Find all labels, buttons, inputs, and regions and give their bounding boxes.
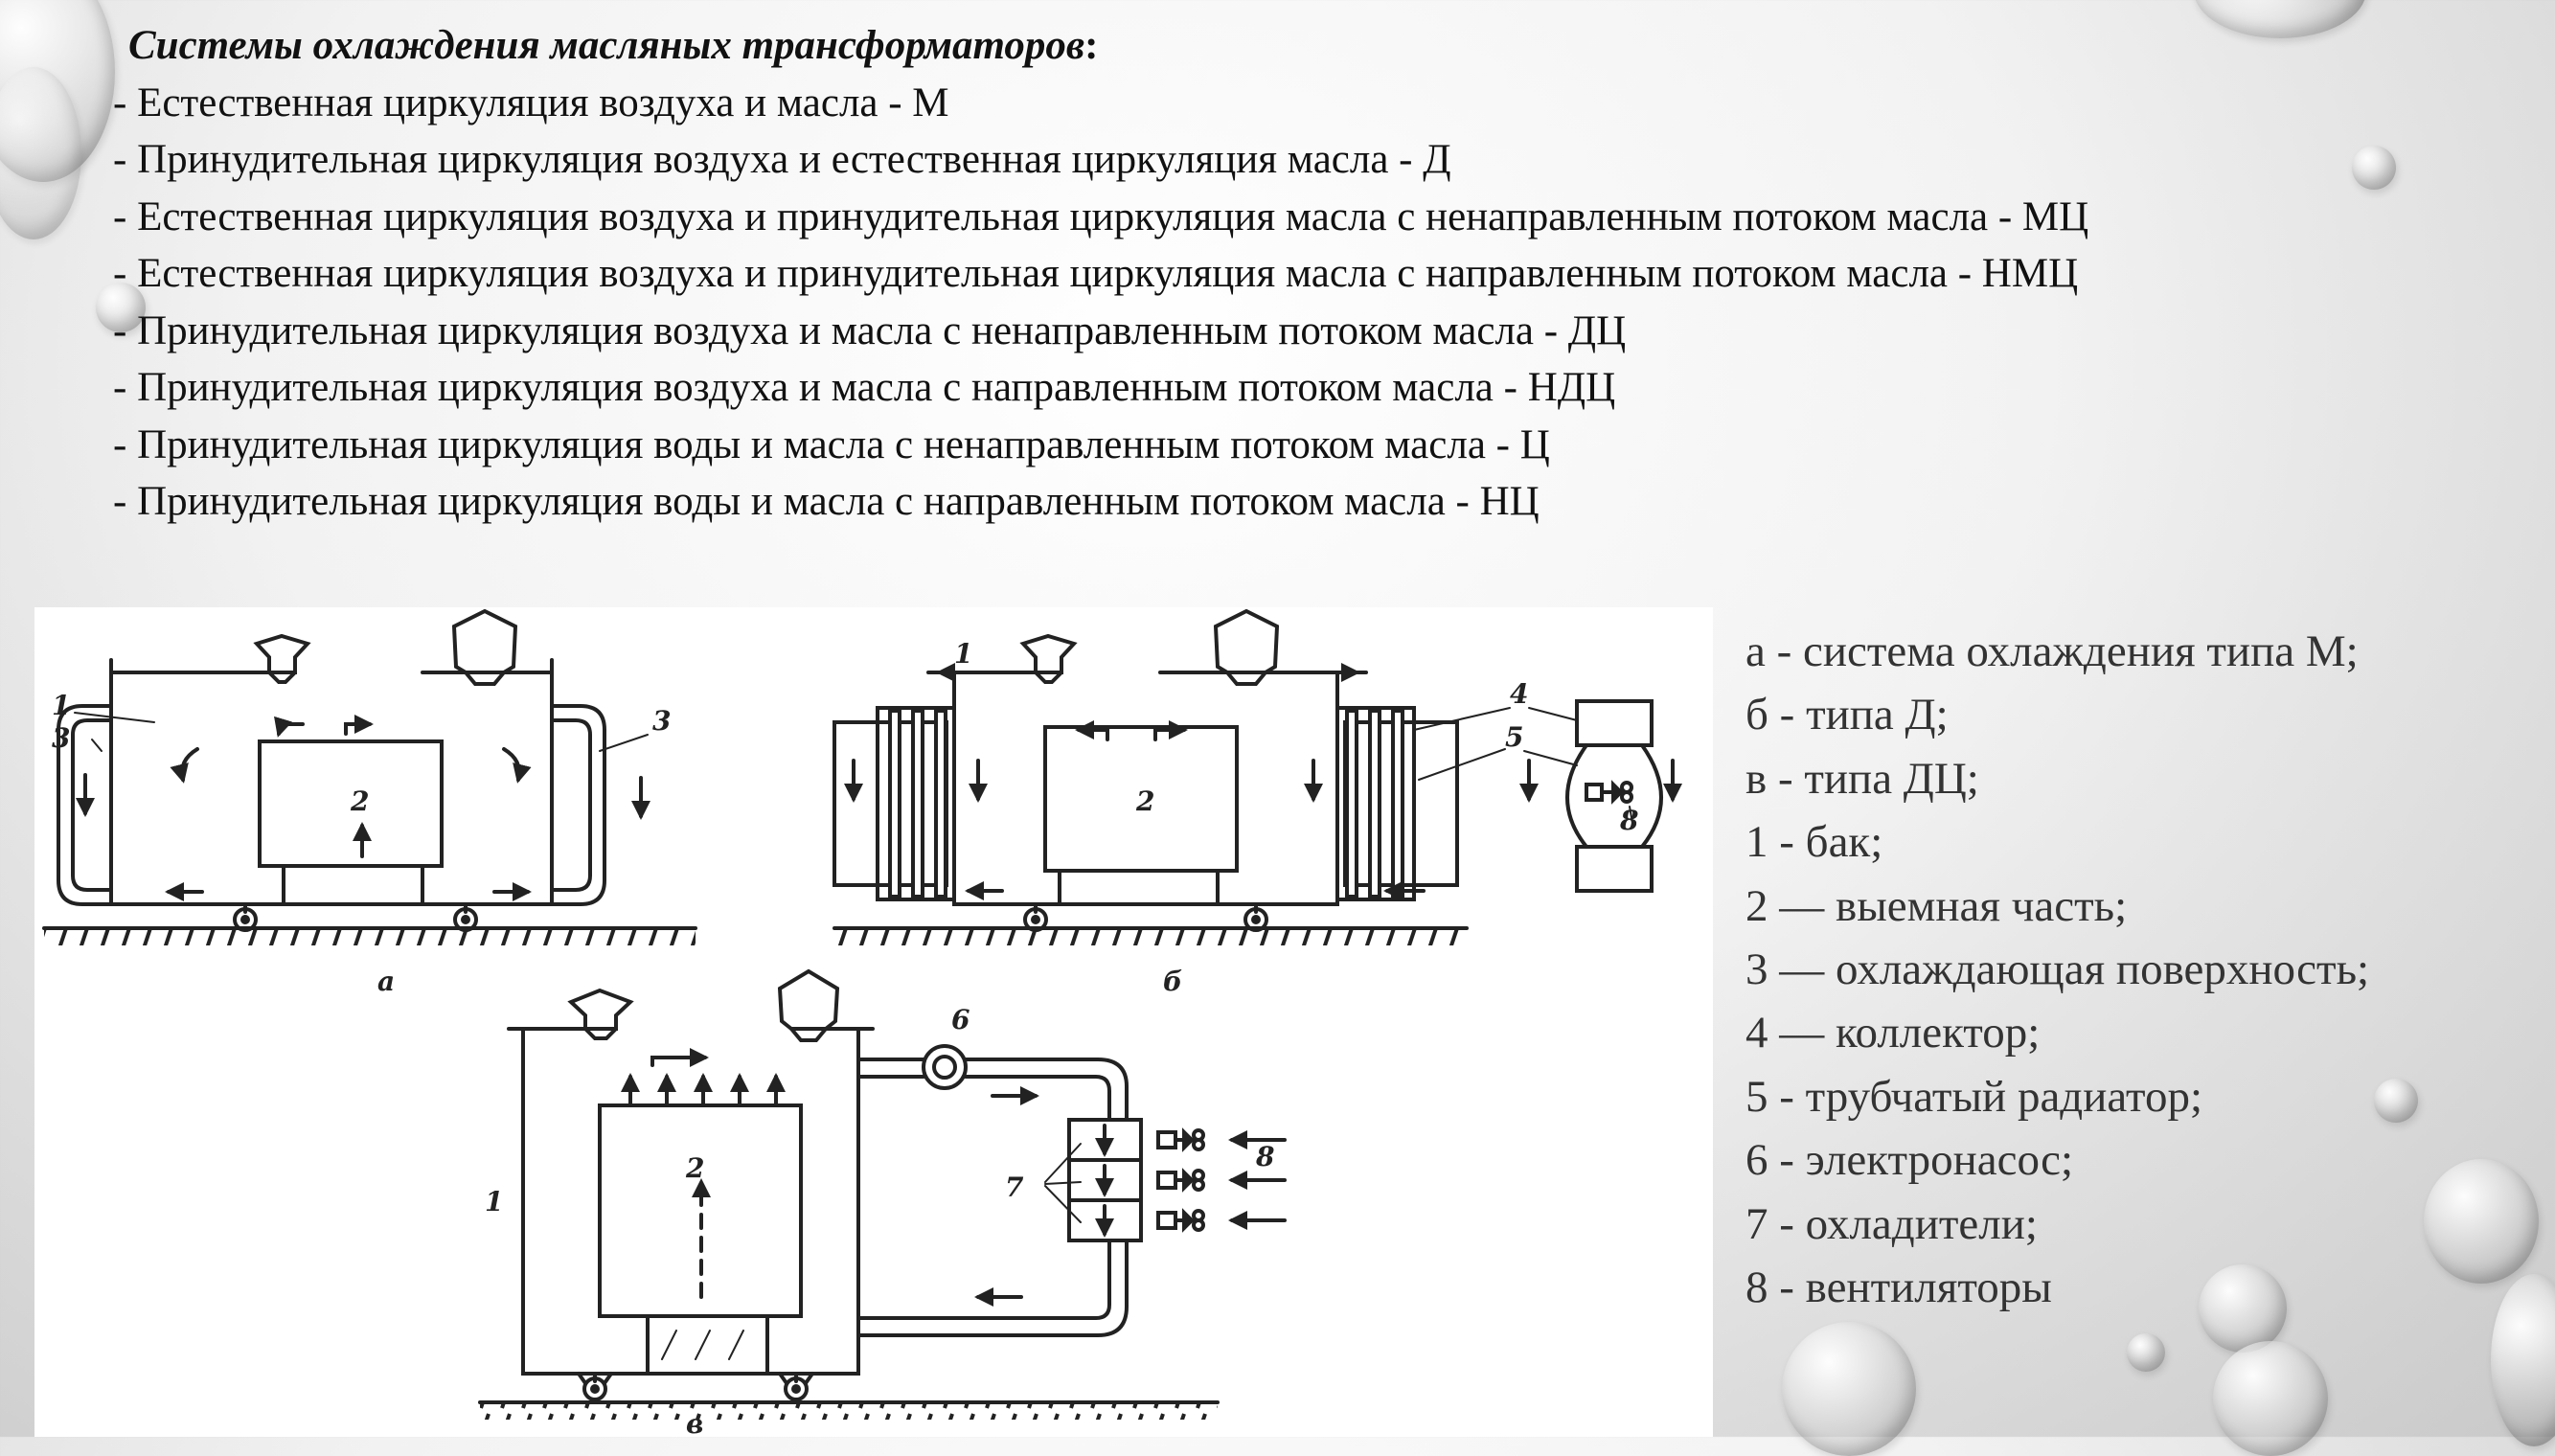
water-drop-decoration xyxy=(96,283,146,332)
fan-icon xyxy=(1156,1127,1205,1152)
label-3: 3 xyxy=(52,722,70,754)
legend-item: 5 - трубчатый радиатор; xyxy=(1745,1071,2202,1122)
water-drop-decoration xyxy=(2374,1079,2418,1123)
legend-item: 3 — охлаждающая поверхность; xyxy=(1745,944,2370,995)
legend: а - система охлаждения типа М; б - типа … xyxy=(1745,620,2369,1319)
label-4: 4 xyxy=(1510,678,1528,710)
water-drop-decoration xyxy=(1782,1322,1916,1456)
label-8: 8 xyxy=(1255,1141,1274,1172)
label-2: 2 xyxy=(1135,785,1154,817)
list-item: - Принудительная циркуляция воды и масла… xyxy=(113,421,1550,467)
water-drop-decoration xyxy=(2424,1159,2539,1284)
list-title: Системы охлаждения масляных трансформато… xyxy=(113,17,2451,75)
fan-icon xyxy=(1156,1168,1205,1193)
legend-item: 8 - вентиляторы xyxy=(1745,1263,2052,1313)
legend-item: 6 - электронасос; xyxy=(1745,1135,2074,1186)
water-drop-decoration xyxy=(0,67,81,239)
list-item: - Естественная циркуляция воздуха и масл… xyxy=(113,80,949,125)
caption-b: б xyxy=(1163,966,1182,997)
list-item: - Принудительная циркуляция воздуха и ес… xyxy=(113,137,1451,182)
water-drop-decoration xyxy=(2127,1333,2165,1372)
diagram-v-type-dc xyxy=(478,968,1287,1420)
caption-a: а xyxy=(377,966,395,997)
label-6: 6 xyxy=(951,1004,970,1035)
list-item: - Принудительная циркуляция воздуха и ма… xyxy=(113,365,1616,410)
title-colon: : xyxy=(1084,23,1099,68)
label-1: 1 xyxy=(485,1186,503,1217)
label-8: 8 xyxy=(1619,805,1638,836)
cooling-systems-list: Системы охлаждения масляных трансформато… xyxy=(113,17,2451,531)
legend-item: в - типа ДЦ; xyxy=(1745,753,1979,804)
label-5: 5 xyxy=(1505,721,1523,753)
caption-v: в xyxy=(686,1408,703,1437)
diagram-b-type-d xyxy=(833,608,1682,945)
legend-item: б - типа Д; xyxy=(1745,690,1949,740)
list-item: - Принудительная циркуляция воздуха и ма… xyxy=(113,307,1627,353)
legend-item: 2 — выемная часть; xyxy=(1745,880,2128,931)
title-text: Системы охлаждения масляных трансформато… xyxy=(128,23,1085,68)
list-item: - Естественная циркуляция воздуха и прин… xyxy=(113,193,2089,239)
label-2: 2 xyxy=(350,785,369,817)
label-1: 1 xyxy=(954,638,972,670)
legend-item: 1 - бак; xyxy=(1745,817,1883,868)
label-7: 7 xyxy=(1005,1172,1024,1203)
label-2: 2 xyxy=(685,1152,704,1184)
legend-item: 4 — коллектор; xyxy=(1745,1008,2041,1058)
diagram-a-type-m xyxy=(42,608,697,945)
water-drop-decoration xyxy=(2213,1341,2328,1456)
label-3: 3 xyxy=(652,705,671,737)
label-1: 1 xyxy=(52,690,70,721)
fan-icon xyxy=(1156,1208,1205,1233)
list-item: - Принудительная циркуляция воды и масла… xyxy=(113,479,1540,524)
legend-item: а - система охлаждения типа М; xyxy=(1745,626,2359,676)
diagram-svg: 1 3 3 2 а 1 2 4 5 8 б 6 2 1 7 8 в xyxy=(42,608,1682,1437)
water-drop-decoration xyxy=(2199,1264,2287,1353)
list-item: - Естественная циркуляция воздуха и прин… xyxy=(113,251,2079,296)
water-drop-decoration xyxy=(2352,146,2396,190)
legend-item: 7 - охладители; xyxy=(1745,1198,2038,1249)
water-drop-decoration xyxy=(2491,1274,2555,1446)
transformer-cooling-diagram: 1 3 3 2 а 1 2 4 5 8 б 6 2 1 7 8 в xyxy=(34,607,1713,1437)
